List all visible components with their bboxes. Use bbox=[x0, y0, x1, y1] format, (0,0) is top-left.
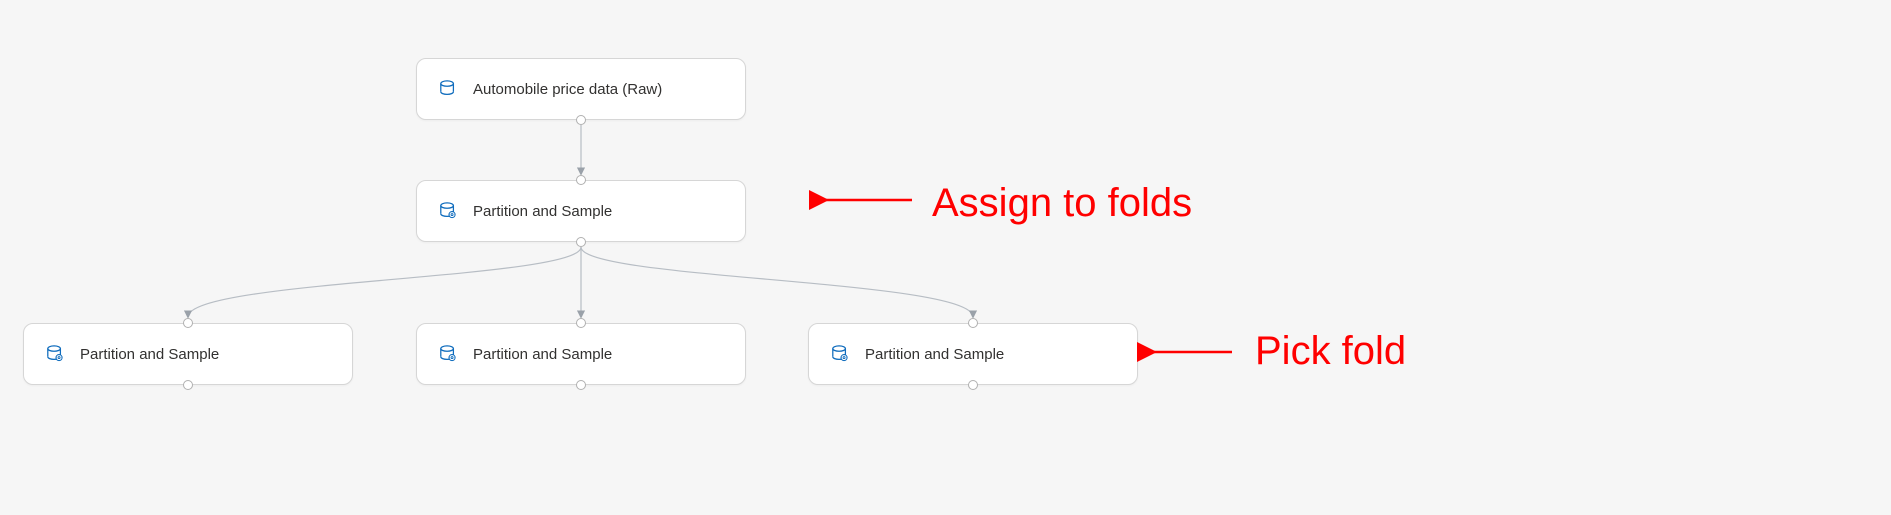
input-port[interactable] bbox=[968, 318, 978, 328]
annotation-pick: Pick fold bbox=[1255, 329, 1406, 374]
node-label: Partition and Sample bbox=[865, 346, 1004, 363]
node-label: Partition and Sample bbox=[473, 346, 612, 363]
edge bbox=[581, 247, 973, 317]
node-partition_main[interactable]: Partition and Sample bbox=[416, 180, 746, 242]
module-icon bbox=[46, 345, 64, 363]
annotation-assign: Assign to folds bbox=[932, 181, 1192, 226]
module-icon bbox=[831, 345, 849, 363]
dataset-icon bbox=[439, 80, 457, 98]
output-port[interactable] bbox=[576, 237, 586, 247]
node-partition_c[interactable]: Partition and Sample bbox=[808, 323, 1138, 385]
node-partition_a[interactable]: Partition and Sample bbox=[23, 323, 353, 385]
output-port[interactable] bbox=[576, 380, 586, 390]
module-icon bbox=[439, 202, 457, 220]
diagram-canvas: Automobile price data (Raw) Partition an… bbox=[0, 0, 1891, 515]
input-port[interactable] bbox=[183, 318, 193, 328]
input-port[interactable] bbox=[576, 318, 586, 328]
input-port[interactable] bbox=[576, 175, 586, 185]
output-port[interactable] bbox=[968, 380, 978, 390]
node-label: Automobile price data (Raw) bbox=[473, 81, 662, 98]
node-label: Partition and Sample bbox=[473, 203, 612, 220]
module-icon bbox=[439, 345, 457, 363]
edge-layer bbox=[0, 0, 1891, 515]
edge bbox=[188, 247, 581, 317]
output-port[interactable] bbox=[183, 380, 193, 390]
node-partition_b[interactable]: Partition and Sample bbox=[416, 323, 746, 385]
output-port[interactable] bbox=[576, 115, 586, 125]
node-root[interactable]: Automobile price data (Raw) bbox=[416, 58, 746, 120]
node-label: Partition and Sample bbox=[80, 346, 219, 363]
